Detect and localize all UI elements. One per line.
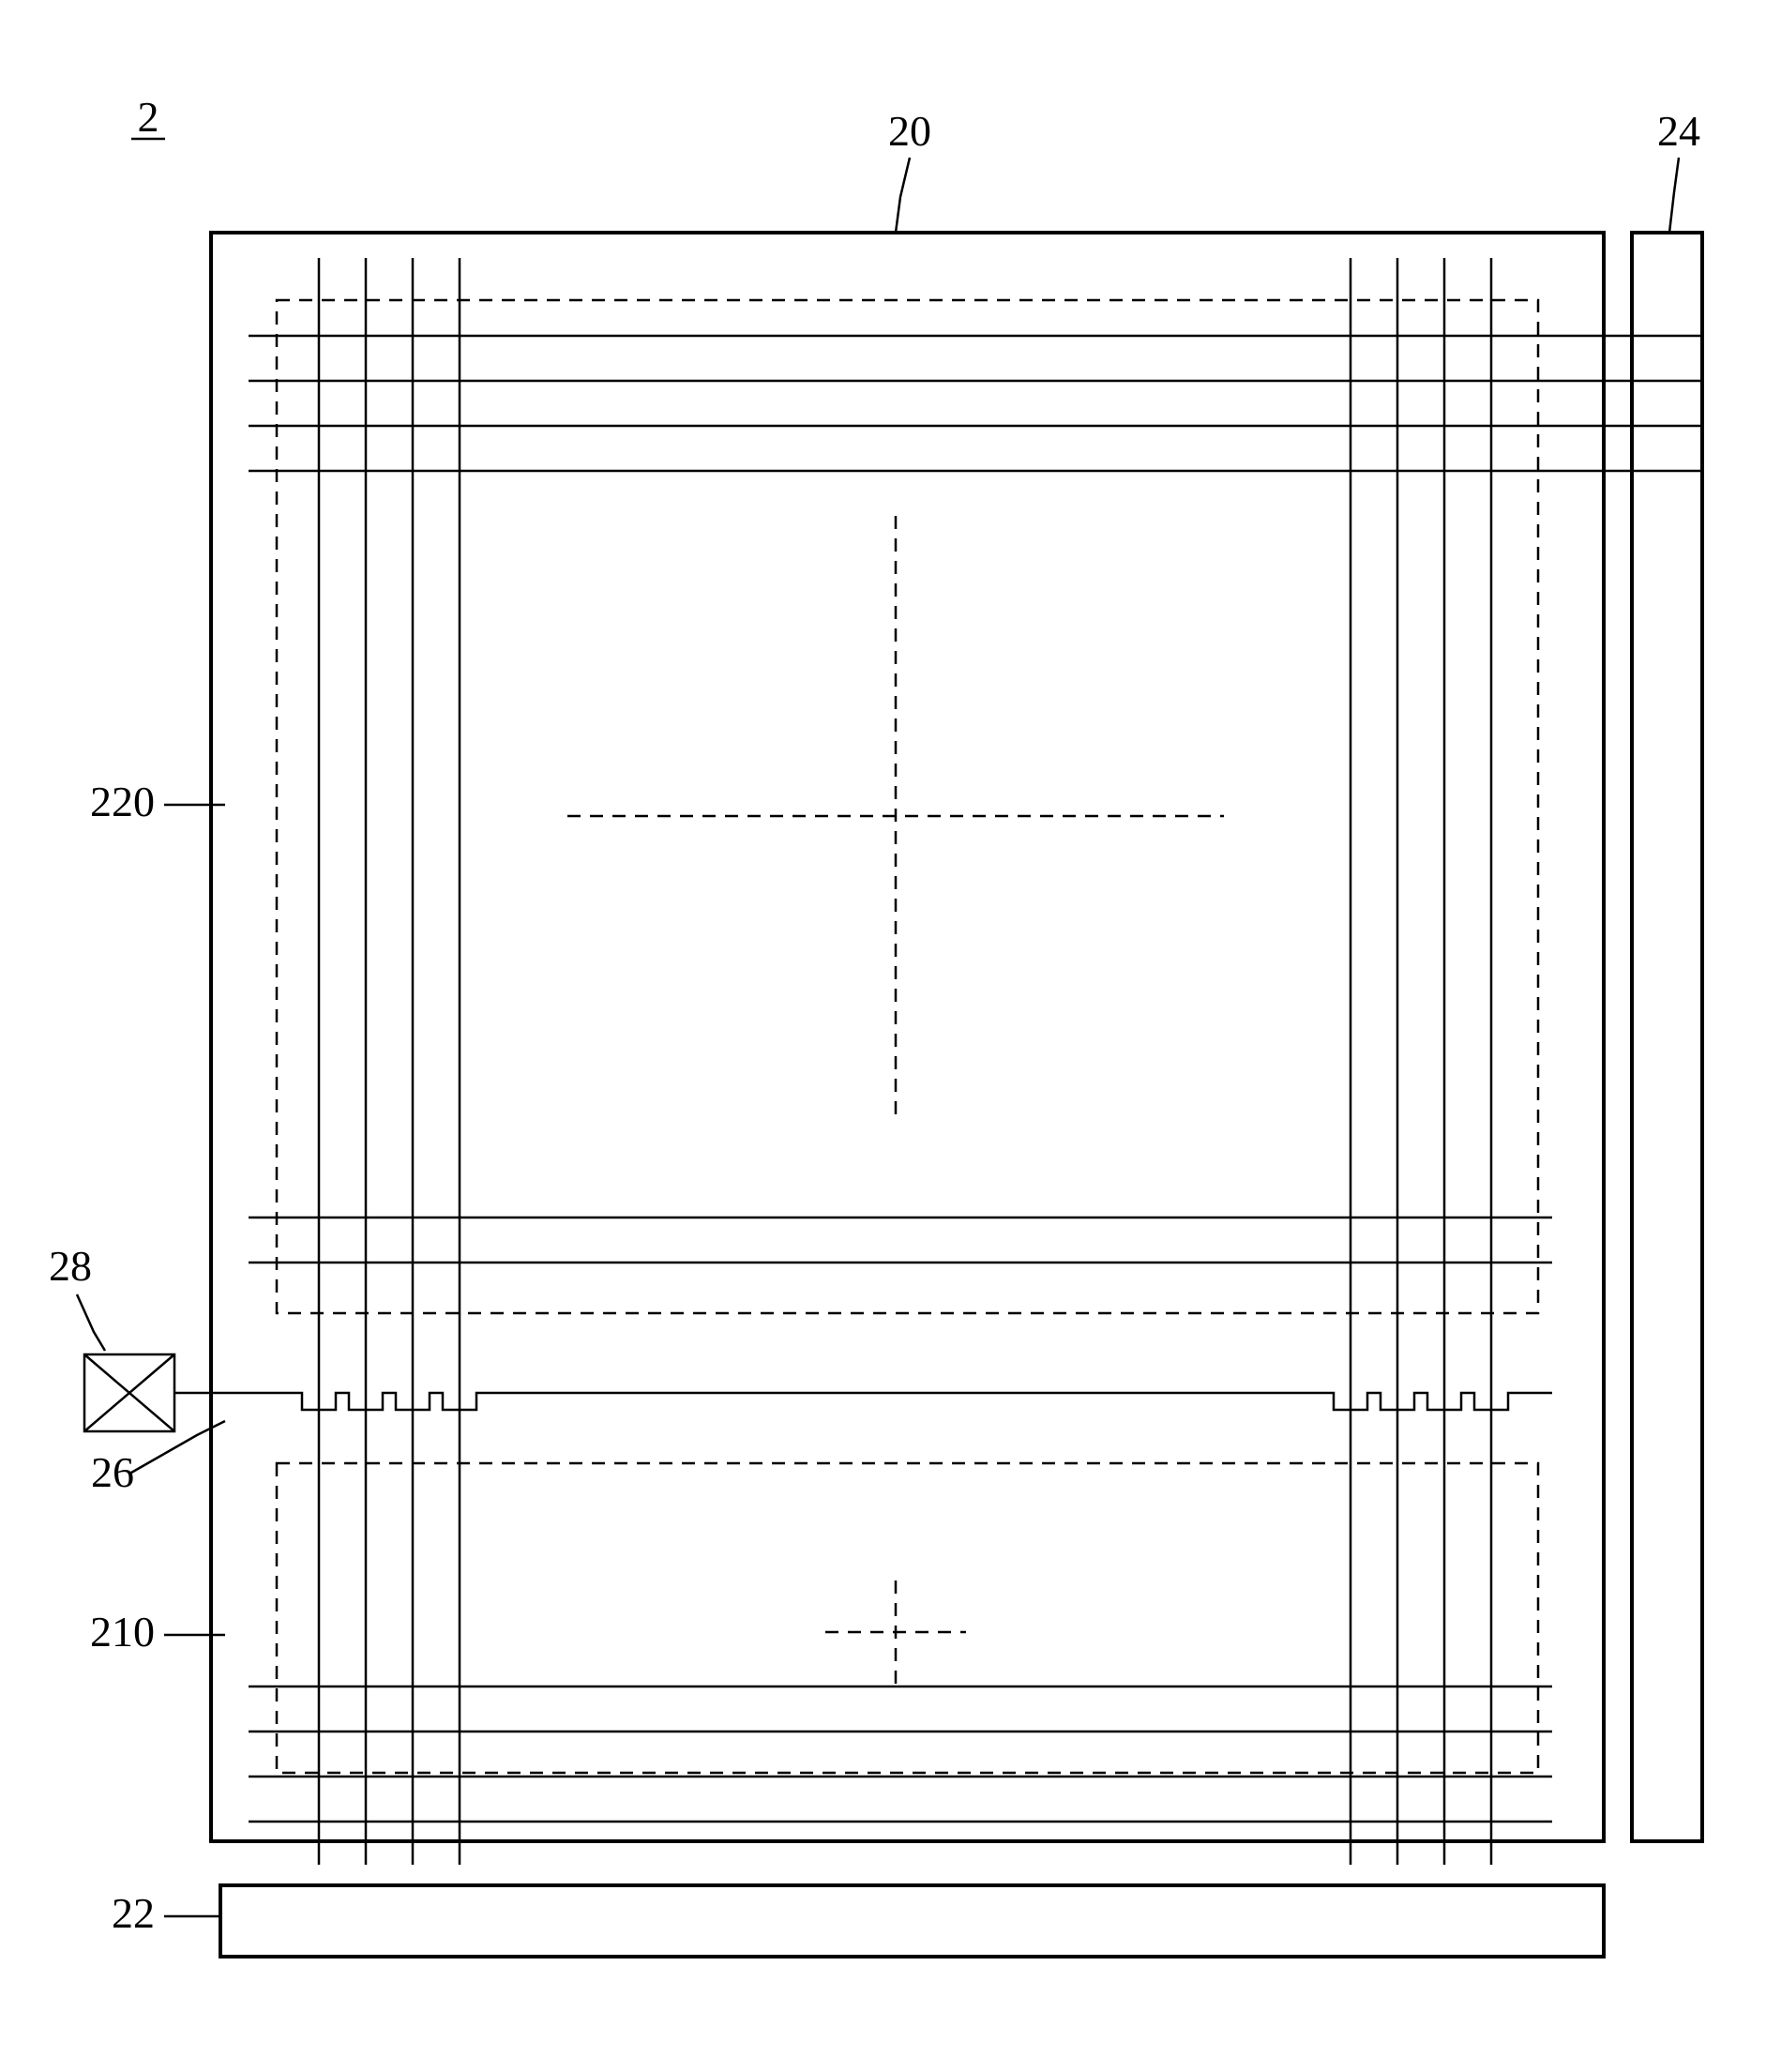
diagram-line: [896, 158, 910, 233]
diagram-rect: [1632, 233, 1702, 1841]
diagram-label: 2: [138, 93, 159, 141]
diagram-label: 26: [91, 1448, 134, 1496]
diagram-label: 210: [90, 1608, 155, 1656]
diagram-rect: [277, 300, 1538, 1313]
diagram-line: [77, 1294, 105, 1351]
diagram-line: [1669, 158, 1679, 233]
diagram-rect: [277, 1463, 1538, 1773]
diagram-label: 28: [49, 1242, 92, 1290]
diagram-label: 22: [112, 1889, 155, 1937]
diagram-rect: [211, 233, 1604, 1841]
diagram-line: [174, 1393, 1552, 1410]
diagram-rect: [220, 1885, 1604, 1957]
diagram-label: 220: [90, 778, 155, 825]
diagram-label: 20: [888, 107, 931, 155]
diagram-label: 24: [1657, 107, 1700, 155]
